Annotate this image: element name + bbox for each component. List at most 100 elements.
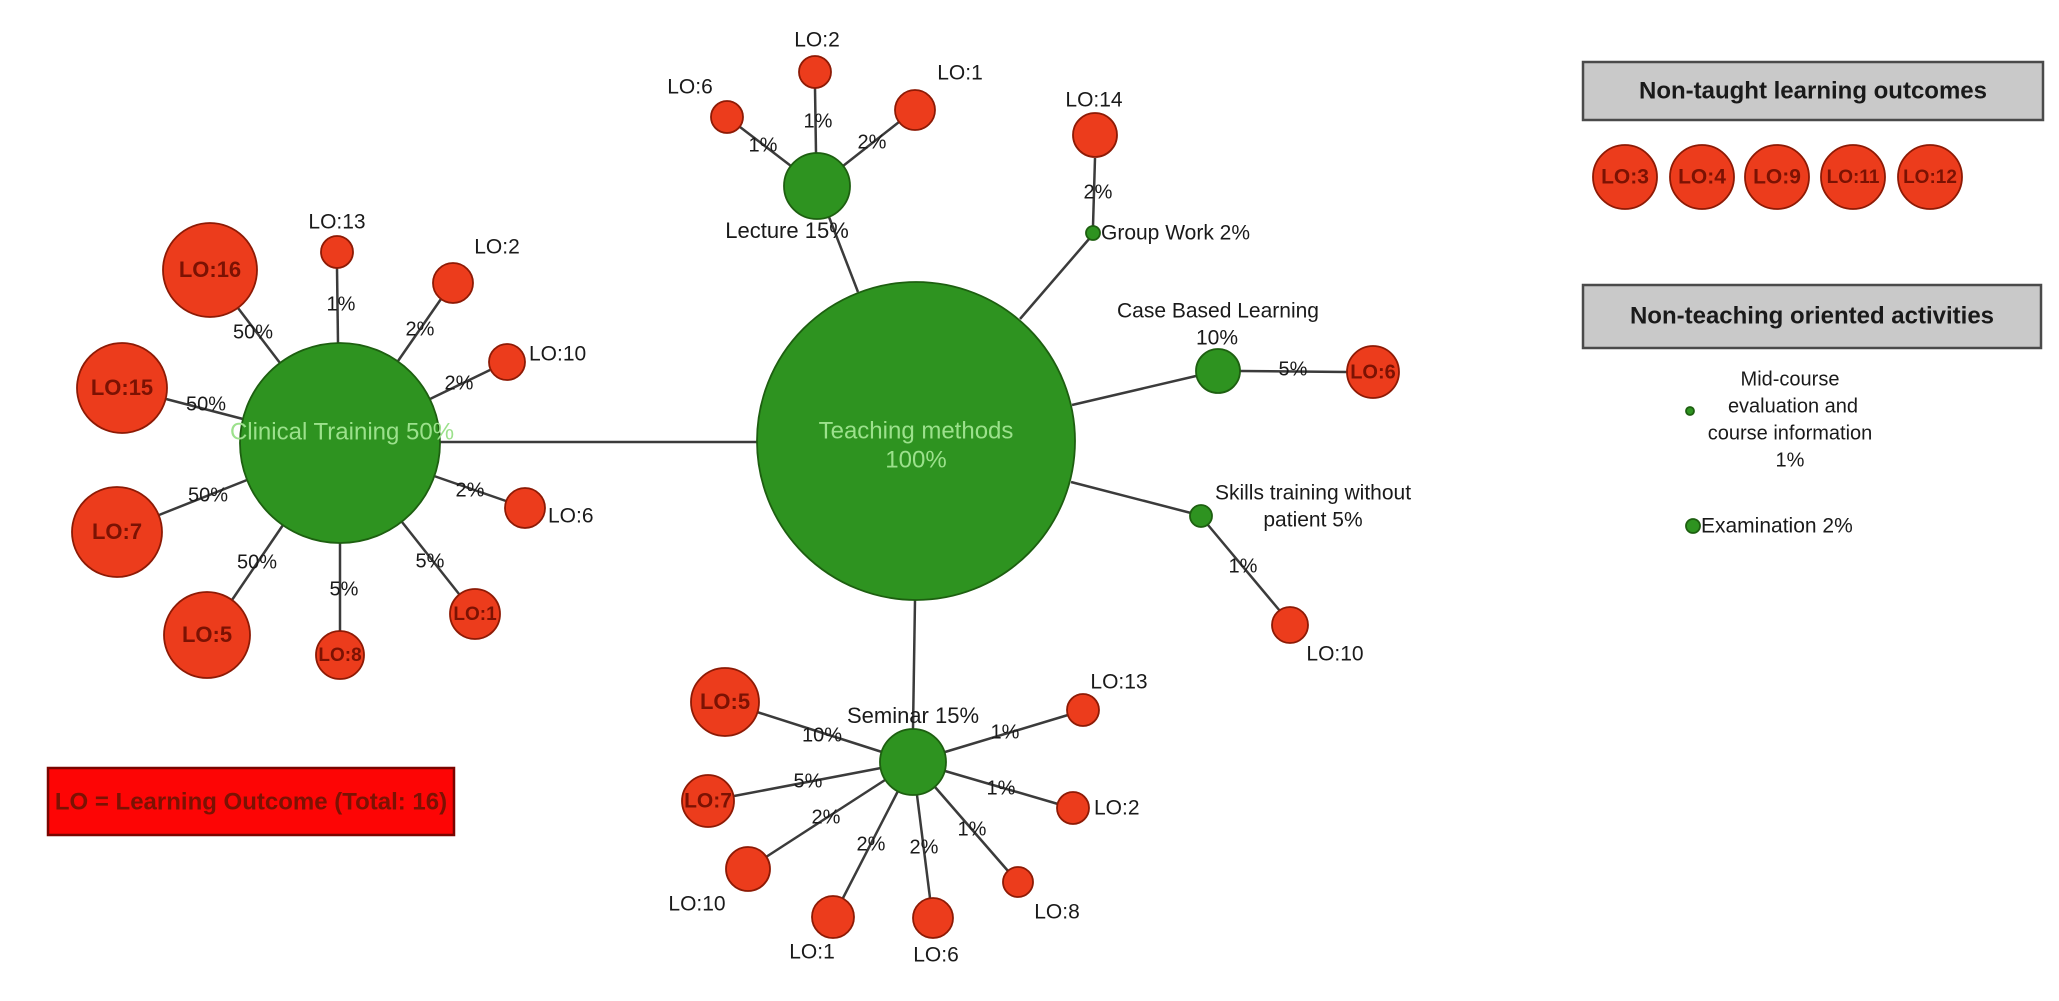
legend-taught-box <box>1581 60 2045 122</box>
node-seminar-lo13 <box>1066 693 1100 727</box>
text-examination-label: Examination 2% <box>1701 515 1853 538</box>
text-pct-clinical-lo6: 2% <box>456 479 485 501</box>
text-clinical-lo1-label: LO:1 <box>453 604 497 625</box>
node-clinical-lo10 <box>488 343 526 381</box>
node-clinical-lo7 <box>71 486 163 578</box>
edge-teaching-skills <box>1070 480 1192 515</box>
text-teaching-label-2: 100% <box>885 446 946 473</box>
text-clinical-lo16-label: LO:16 <box>179 257 241 282</box>
node-clinical-lo6 <box>504 487 546 529</box>
text-pct-skills-lo10: 1% <box>1229 555 1258 577</box>
text-skills-label-1: Skills training without <box>1215 482 1411 505</box>
edge-seminar-lo13 <box>944 713 1069 754</box>
node-legend-lo12 <box>1897 144 1963 210</box>
text-clinical-lo10-label: LO:10 <box>529 343 586 366</box>
node-skills-lo10 <box>1271 606 1309 644</box>
edge-clinical-lo15 <box>165 397 244 421</box>
node-legend-lo9 <box>1744 144 1810 210</box>
legend-activities-box <box>1581 283 2043 350</box>
text-teaching-label-1: Teaching methods <box>819 417 1014 444</box>
text-pct-seminar-lo13: 1% <box>991 721 1020 743</box>
node-skills-training <box>1189 504 1213 528</box>
node-lecture-lo6 <box>710 100 744 134</box>
text-clinical-lo6-label: LO:6 <box>548 505 594 528</box>
node-groupwork-lo14 <box>1072 112 1118 158</box>
text-pct-clinical-lo10: 2% <box>445 372 474 394</box>
text-cbl-label-2: 10% <box>1196 327 1238 350</box>
text-pct-seminar-lo6: 2% <box>910 836 939 858</box>
node-seminar-lo5 <box>690 667 760 737</box>
text-pct-seminar-lo5: 10% <box>802 724 842 746</box>
text-lo-callout-text: LO = Learning Outcome (Total: 16) <box>55 788 447 815</box>
text-pct-clinical-lo7: 50% <box>188 484 228 506</box>
edge-lecture-lo6 <box>739 126 792 167</box>
edge-clinical-lo6 <box>433 474 507 503</box>
edge-clinical-lo5 <box>230 524 285 601</box>
edge-clinical-lo2 <box>396 298 443 362</box>
node-clinical-lo1 <box>449 588 501 640</box>
text-pct-clinical-lo5: 50% <box>237 551 277 573</box>
edge-clinical-lo1 <box>401 521 460 595</box>
text-lecture-label: Lecture 15% <box>725 218 849 243</box>
text-legend-lo12-label: LO:12 <box>1903 167 1957 188</box>
edge-lecture-lo2 <box>813 87 818 154</box>
text-midcourse-label-2: evaluation and <box>1728 395 1858 417</box>
edge-seminar-lo1 <box>841 790 900 899</box>
text-lecture-lo2-label: LO:2 <box>794 29 840 52</box>
edge-skills-lo10 <box>1207 524 1281 612</box>
lo-callout-box <box>46 766 456 837</box>
node-legend-lo11 <box>1820 144 1886 210</box>
text-pct-groupwork-lo14: 2% <box>1084 181 1113 203</box>
text-seminar-label: Seminar 15% <box>847 703 979 728</box>
edge-clinical-lo7 <box>158 478 248 517</box>
node-teaching-methods <box>756 281 1076 601</box>
node-midcourse-dot <box>1685 406 1695 416</box>
text-pct-cbl-lo6: 5% <box>1279 358 1308 380</box>
text-pct-clinical-lo1: 5% <box>416 550 445 572</box>
text-pct-lecture-lo6: 1% <box>749 134 778 156</box>
text-groupwork-label: Group Work 2% <box>1101 222 1250 245</box>
node-seminar <box>879 728 947 796</box>
text-pct-seminar-lo7: 5% <box>794 770 823 792</box>
text-legend-lo3-label: LO:3 <box>1601 166 1649 189</box>
text-midcourse-label-4: 1% <box>1776 449 1805 471</box>
text-pct-clinical-lo16: 50% <box>233 321 273 343</box>
node-seminar-lo2 <box>1056 791 1090 825</box>
node-clinical-lo13 <box>320 235 354 269</box>
node-seminar-lo6 <box>912 897 954 939</box>
edge-seminar-lo8 <box>934 786 1009 872</box>
text-clinical-lo7-label: LO:7 <box>92 519 142 544</box>
node-legend-lo4 <box>1669 144 1735 210</box>
edge-clinical-lo10 <box>429 368 491 401</box>
text-legend-taught-title: Non-taught learning outcomes <box>1639 77 1987 104</box>
text-clinical-label: Clinical Training 50% <box>230 418 454 445</box>
text-pct-clinical-lo13: 1% <box>327 293 356 315</box>
text-seminar-lo13-label: LO:13 <box>1090 671 1147 694</box>
text-cbl-label-1: Case Based Learning <box>1117 300 1319 323</box>
text-clinical-lo15-label: LO:15 <box>91 375 153 400</box>
text-midcourse-label-1: Mid-course <box>1741 368 1840 390</box>
text-pct-seminar-lo2: 1% <box>987 777 1016 799</box>
text-pct-seminar-lo8: 1% <box>958 818 987 840</box>
text-skills-lo10-label: LO:10 <box>1306 643 1363 666</box>
text-clinical-lo2-label: LO:2 <box>474 236 520 259</box>
edge-seminar-lo10 <box>765 778 886 859</box>
node-examination-dot <box>1685 518 1701 534</box>
text-lecture-lo1-label: LO:1 <box>937 62 983 85</box>
edge-clinical-lo13 <box>335 267 340 344</box>
text-legend-lo4-label: LO:4 <box>1678 166 1726 189</box>
text-pct-clinical-lo15: 50% <box>186 393 226 415</box>
text-seminar-lo6-label: LO:6 <box>913 944 959 967</box>
node-clinical-lo8 <box>315 630 365 680</box>
text-seminar-lo8-label: LO:8 <box>1034 901 1080 924</box>
node-seminar-lo1 <box>811 895 855 939</box>
text-seminar-lo2-label: LO:2 <box>1094 797 1140 820</box>
text-seminar-lo7-label: LO:7 <box>684 790 732 813</box>
edge-groupwork-lo14 <box>1091 157 1097 227</box>
node-clinical-lo5 <box>163 591 251 679</box>
text-lo14-label: LO:14 <box>1065 89 1123 112</box>
edge-seminar-lo6 <box>915 794 932 899</box>
text-midcourse-label-3: course information <box>1708 422 1873 444</box>
text-pct-lecture-lo1: 2% <box>858 131 887 153</box>
